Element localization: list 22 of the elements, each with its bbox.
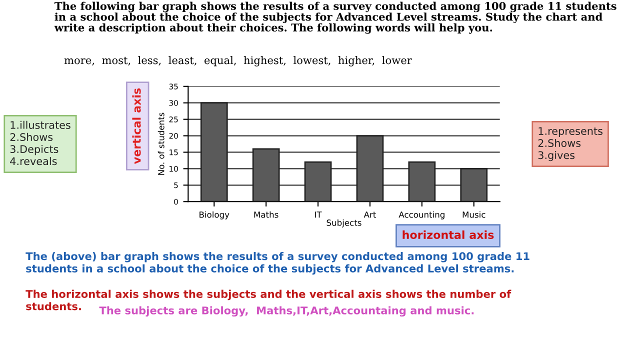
chart-subtitle: more, most, less, least, equal, highest, lowest, higher, lower (64, 56, 412, 66)
bar (460, 168, 488, 202)
x-tick-label: Biology (200, 211, 230, 220)
text: 1.illustrates 2.Shows 3.Depicts 4.reveals (10, 120, 70, 166)
bar (252, 148, 280, 202)
text: 1.represents 2.Shows 3.gives (538, 127, 603, 162)
x-axis-title: Subjects (326, 219, 362, 228)
chart-title: The following bar graph shows the results of a survey conducted among 100 grade 11 students in a school about the choice of the subjects for Advanced Level streams. Study the chart and write a description about their choices. The following words will help you. (54, 2, 616, 34)
y-axis-title: No. of students (158, 112, 164, 175)
x-tick-label: IT (315, 212, 322, 218)
text: vertical axis (132, 88, 141, 164)
x-tick-label: Maths (254, 211, 278, 218)
text: The subjects are Biology, Maths,IT,Art,Accountaing and music. (99, 306, 474, 317)
x-tick-label: Art (364, 212, 376, 218)
x-tick-label: Accounting (398, 211, 444, 220)
x-tick-label: Music (462, 211, 486, 218)
bar (304, 161, 332, 202)
text: horizontal axis (402, 230, 494, 240)
text: The (above) bar graph shows the results of a survey conducted among 100 grade 11 students in a school about the choice of the subjects for Advanced Level streams. (26, 252, 530, 275)
bar (200, 102, 228, 202)
bar (356, 135, 384, 202)
bar (408, 161, 436, 202)
